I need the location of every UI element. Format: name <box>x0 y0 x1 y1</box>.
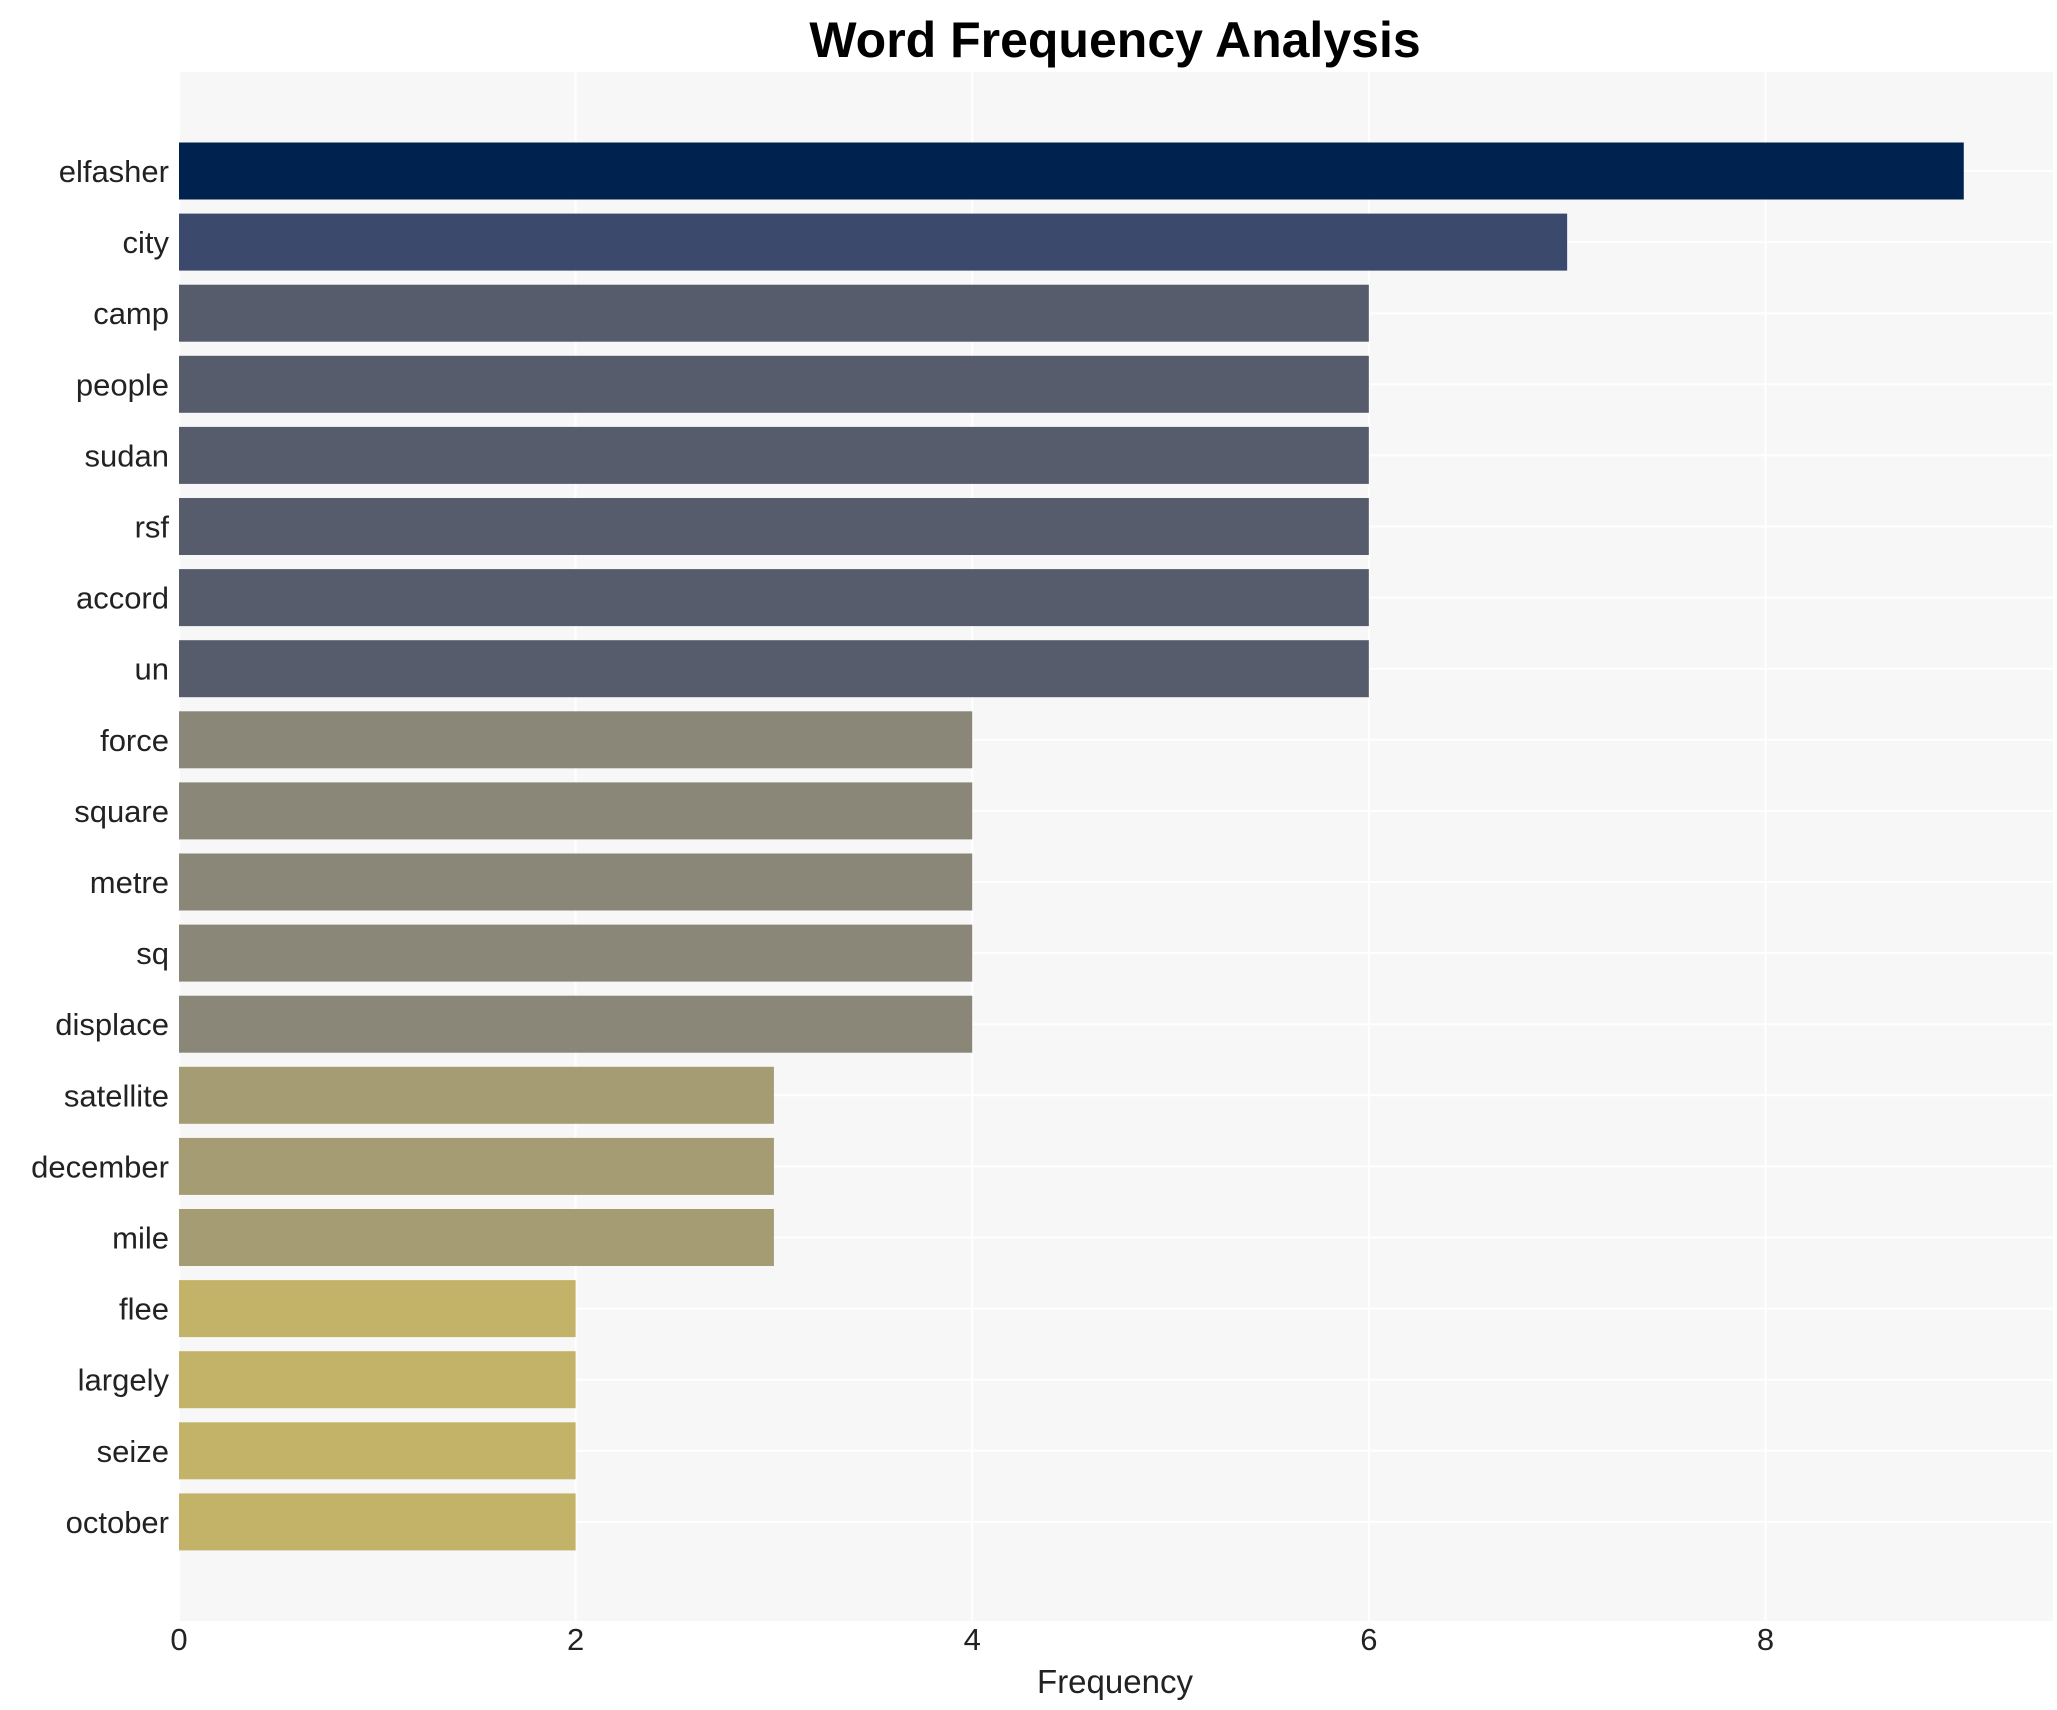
y-tick-label: un <box>135 652 169 687</box>
bar-sudan <box>179 426 1369 484</box>
chart-title: Word Frequency Analysis <box>809 12 1420 68</box>
y-tick-label: october <box>66 1505 169 1540</box>
x-tick-labels: 0 2 4 6 8 <box>170 1622 1774 1657</box>
y-tick-label: force <box>100 723 169 758</box>
bars <box>179 142 1964 1551</box>
y-tick-label: sudan <box>85 438 169 473</box>
y-tick-label: flee <box>119 1292 169 1327</box>
bar-mile <box>179 1209 774 1266</box>
y-tick-label: mile <box>112 1221 169 1256</box>
bar-metre <box>179 853 973 911</box>
bar-largely <box>179 1351 576 1409</box>
y-tick-label: accord <box>76 581 169 616</box>
x-tick-label: 8 <box>1757 1622 1774 1657</box>
y-tick-label: city <box>123 225 170 260</box>
bar-un <box>179 640 1369 698</box>
x-tick-label: 6 <box>1360 1622 1377 1657</box>
y-tick-label: camp <box>93 296 169 331</box>
bar-force <box>179 711 973 769</box>
bar-square <box>179 782 973 840</box>
bar-december <box>179 1137 774 1195</box>
y-tick-label: metre <box>90 865 169 900</box>
y-tick-label: december <box>31 1149 169 1184</box>
x-tick-label: 4 <box>964 1622 981 1657</box>
y-tick-label: seize <box>97 1434 169 1469</box>
bar-rsf <box>179 498 1369 555</box>
bar-october <box>179 1493 576 1551</box>
bar-satellite <box>179 1066 774 1124</box>
y-tick-label: rsf <box>135 510 170 545</box>
y-tick-label: elfasher <box>59 154 169 189</box>
bar-sq <box>179 924 973 982</box>
bar-city <box>179 213 1568 271</box>
bar-elfasher <box>179 142 1964 200</box>
y-tick-label: sq <box>136 936 169 971</box>
x-tick-label: 2 <box>567 1622 584 1657</box>
y-tick-label: displace <box>55 1007 169 1042</box>
bar-displace <box>179 995 973 1053</box>
bar-seize <box>179 1422 576 1480</box>
bar-accord <box>179 569 1369 627</box>
y-tick-label: largely <box>78 1363 170 1398</box>
bar-flee <box>179 1280 576 1338</box>
bar-people <box>179 355 1369 413</box>
x-tick-label: 0 <box>170 1622 187 1657</box>
y-tick-labels: elfasher city camp people sudan rsf accord un fo… <box>31 154 169 1540</box>
y-tick-label: people <box>76 367 169 402</box>
y-tick-label: satellite <box>64 1078 169 1113</box>
bar-camp <box>179 284 1369 342</box>
y-tick-label: square <box>74 794 169 829</box>
x-axis-label: Frequency <box>1037 1663 1193 1700</box>
